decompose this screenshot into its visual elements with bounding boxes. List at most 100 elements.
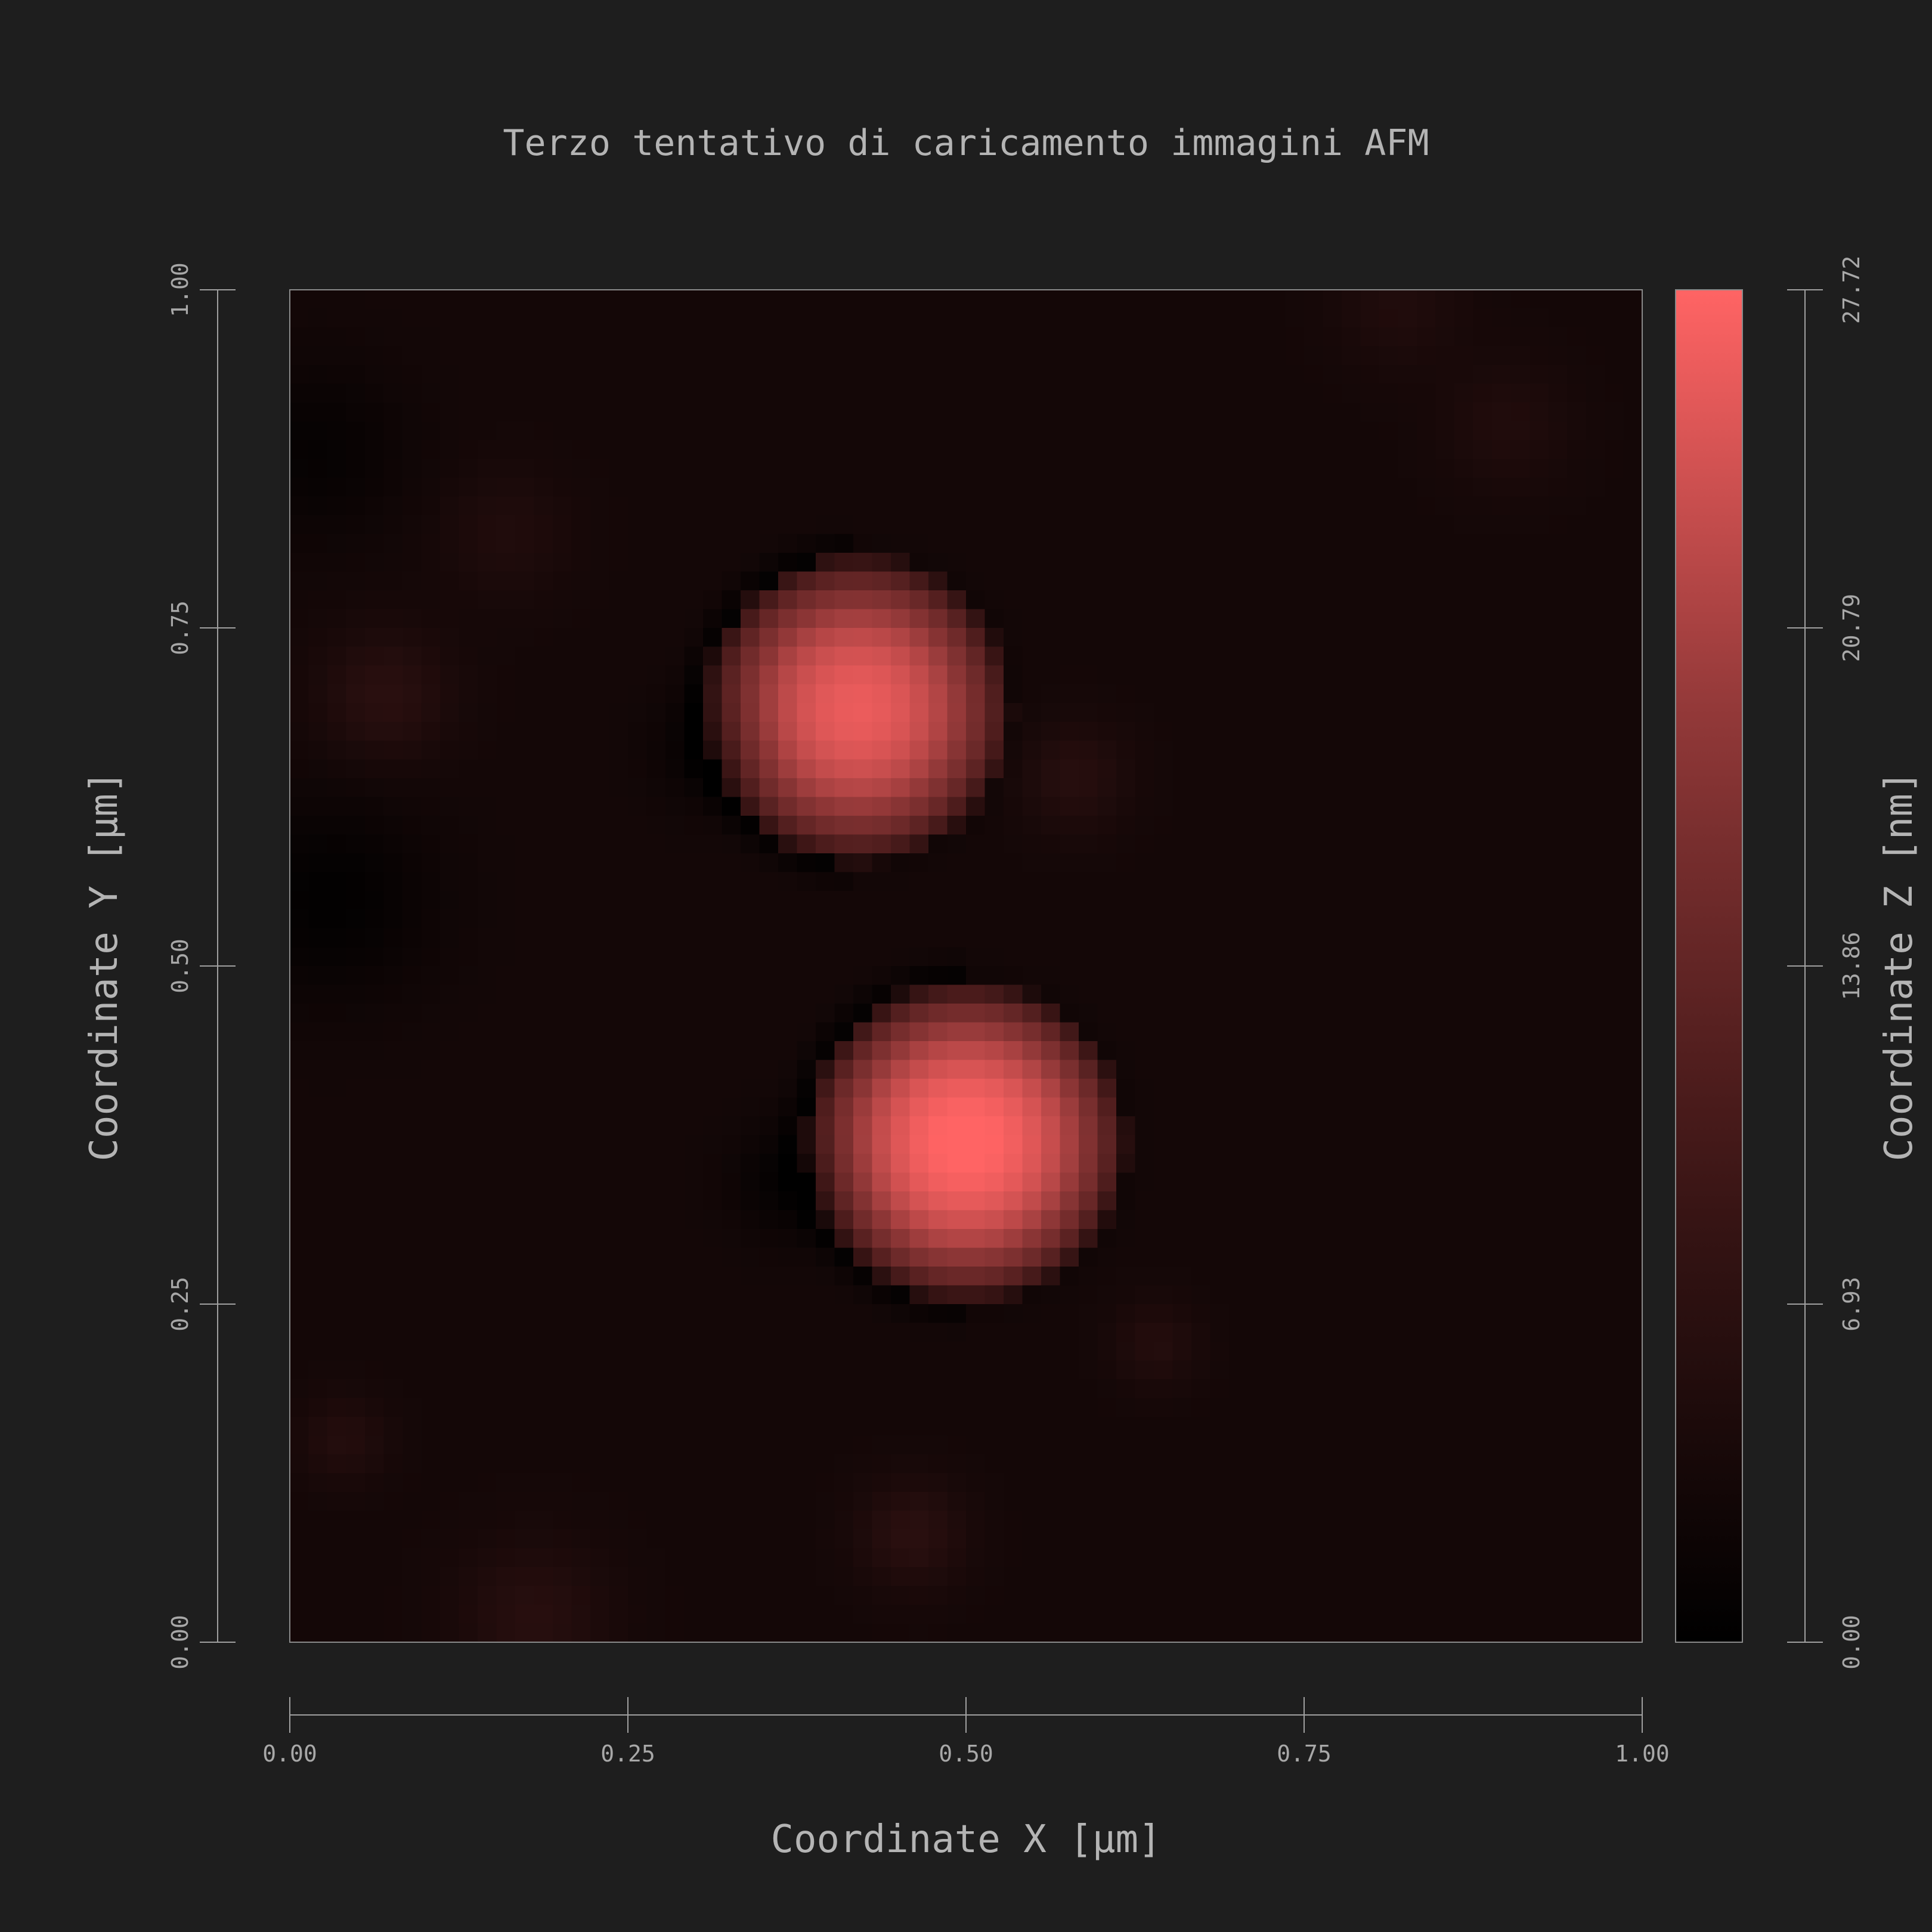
heatmap-cell: [1210, 1417, 1230, 1436]
heatmap-cell: [1022, 909, 1042, 929]
heatmap-cell: [459, 1492, 478, 1512]
heatmap-cell: [1097, 1097, 1117, 1117]
heatmap-cell: [928, 1435, 948, 1455]
heatmap-cell: [1530, 1135, 1549, 1154]
heatmap-cell: [1417, 1041, 1436, 1061]
heatmap-cell: [365, 571, 385, 591]
heatmap-cell: [459, 741, 478, 760]
heatmap-cell: [1116, 872, 1136, 891]
heatmap-cell: [1586, 1323, 1605, 1342]
heatmap-cell: [609, 1323, 628, 1342]
heatmap-cell: [421, 1247, 441, 1267]
heatmap-cell: [778, 665, 798, 685]
heatmap-cell: [984, 1079, 1004, 1098]
heatmap-cell: [1210, 722, 1230, 741]
heatmap-cell: [1097, 966, 1117, 986]
heatmap-cell: [1417, 1135, 1436, 1154]
heatmap-cell: [797, 1079, 816, 1098]
heatmap-cell: [684, 1417, 704, 1436]
heatmap-cell: [571, 440, 591, 460]
heatmap-cell: [1605, 1492, 1624, 1512]
heatmap-cell: [534, 1398, 553, 1417]
heatmap-cell: [984, 1060, 1004, 1079]
heatmap-cell: [459, 778, 478, 798]
heatmap-cell: [646, 1417, 666, 1436]
heatmap-cell: [1567, 290, 1587, 309]
heatmap-cell: [947, 759, 967, 779]
heatmap-cell: [1022, 703, 1042, 723]
heatmap-cell: [1548, 1454, 1568, 1474]
heatmap-cell: [628, 909, 648, 929]
heatmap-cell: [834, 928, 854, 948]
heatmap-cell: [1379, 1323, 1399, 1342]
heatmap-cell: [1154, 402, 1174, 422]
heatmap-cell: [440, 1060, 460, 1079]
heatmap-cell: [1492, 966, 1512, 986]
heatmap-cell: [1586, 478, 1605, 497]
heatmap-cell: [984, 741, 1004, 760]
heatmap-cell: [1304, 365, 1324, 385]
heatmap-cell: [984, 947, 1004, 967]
heatmap-cell: [947, 571, 967, 591]
heatmap-cell: [308, 1004, 328, 1023]
heatmap-cell: [1097, 1191, 1117, 1211]
heatmap-cell: [571, 383, 591, 403]
heatmap-cell: [1097, 1116, 1117, 1136]
heatmap-cell: [1304, 1267, 1324, 1286]
heatmap-cell: [515, 816, 535, 835]
heatmap-cell: [553, 553, 572, 572]
heatmap-cell: [684, 1135, 704, 1154]
heatmap-cell: [346, 327, 366, 347]
heatmap-cell: [966, 1097, 986, 1117]
heatmap-cell: [571, 684, 591, 704]
heatmap-cell: [1623, 1097, 1643, 1117]
heatmap-cell: [909, 534, 929, 553]
heatmap-cell: [872, 759, 891, 779]
heatmap-cell: [1004, 553, 1023, 572]
heatmap-cell: [1586, 646, 1605, 666]
heatmap-cell: [609, 1022, 628, 1042]
heatmap-cell: [872, 365, 891, 385]
heatmap-cell: [421, 590, 441, 610]
heatmap-cell: [646, 459, 666, 478]
heatmap-cell: [459, 365, 478, 385]
heatmap-cell: [1210, 778, 1230, 798]
heatmap-cell: [290, 966, 309, 986]
heatmap-cell: [1079, 891, 1098, 911]
heatmap-cell: [365, 308, 385, 328]
heatmap-cell: [402, 1379, 422, 1399]
heatmap-cell: [1379, 1154, 1399, 1174]
heatmap-cell: [1191, 590, 1211, 610]
heatmap-cell: [1079, 646, 1098, 666]
heatmap-cell: [515, 759, 535, 779]
heatmap-cell: [571, 1304, 591, 1324]
heatmap-cell: [834, 628, 854, 648]
heatmap-cell: [1623, 646, 1643, 666]
heatmap-cell: [1473, 1567, 1493, 1587]
heatmap-cell: [1116, 816, 1136, 835]
heatmap-cell: [1379, 440, 1399, 460]
heatmap-cell: [1004, 1379, 1023, 1399]
heatmap-cell: [1022, 459, 1042, 478]
heatmap-cell: [834, 1342, 854, 1361]
heatmap-cell: [1097, 1060, 1117, 1079]
heatmap-cell: [928, 496, 948, 516]
heatmap-cell: [928, 534, 948, 553]
heatmap-cell: [1004, 1473, 1023, 1493]
heatmap-cell: [1323, 1210, 1342, 1230]
heatmap-cell: [853, 290, 873, 309]
heatmap-cell: [1530, 1079, 1549, 1098]
heatmap-cell: [1492, 928, 1512, 948]
heatmap-cell: [759, 741, 779, 760]
heatmap-cell: [1154, 1510, 1174, 1530]
heatmap-cell: [1172, 1172, 1192, 1192]
heatmap-cell: [1360, 947, 1380, 967]
heatmap-cell: [515, 741, 535, 760]
heatmap-cell: [515, 1510, 535, 1530]
heatmap-cell: [759, 383, 779, 403]
heatmap-cell: [1360, 1323, 1380, 1342]
heatmap-cell: [703, 759, 723, 779]
heatmap-cell: [1510, 1135, 1530, 1154]
heatmap-cell: [459, 1510, 478, 1530]
heatmap-cell: [646, 1530, 666, 1549]
